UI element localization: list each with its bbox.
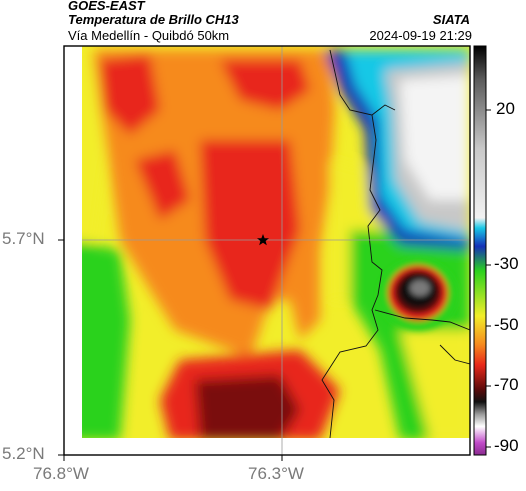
lon-tick-label: 76.8°W [33, 464, 89, 483]
colorbar-tick-label: -70 [494, 375, 519, 394]
star-marker [257, 234, 269, 246]
lat-tick-label: 5.7°N [2, 229, 45, 248]
organization-label: SIATA [432, 12, 470, 27]
colorbar [473, 45, 487, 456]
satellite-title: GOES-EAST [68, 0, 145, 13]
colorbar-tick-label: 20 [496, 99, 515, 118]
lon-tick-label: 76.3°W [248, 464, 304, 483]
lat-tick-label: 5.2°N [2, 444, 45, 463]
timestamp-label: 2024-09-19 21:29 [369, 28, 472, 43]
colorbar-tick-label: -90 [494, 436, 519, 455]
colorbar-tick-label: -30 [494, 254, 519, 273]
colorbar-tick-label: -50 [494, 315, 519, 334]
product-title: Temperatura de Brillo CH13 [68, 12, 239, 27]
region-subtitle: Vía Medellín - Quibdó 50km [68, 28, 230, 43]
map-frame [63, 45, 471, 456]
